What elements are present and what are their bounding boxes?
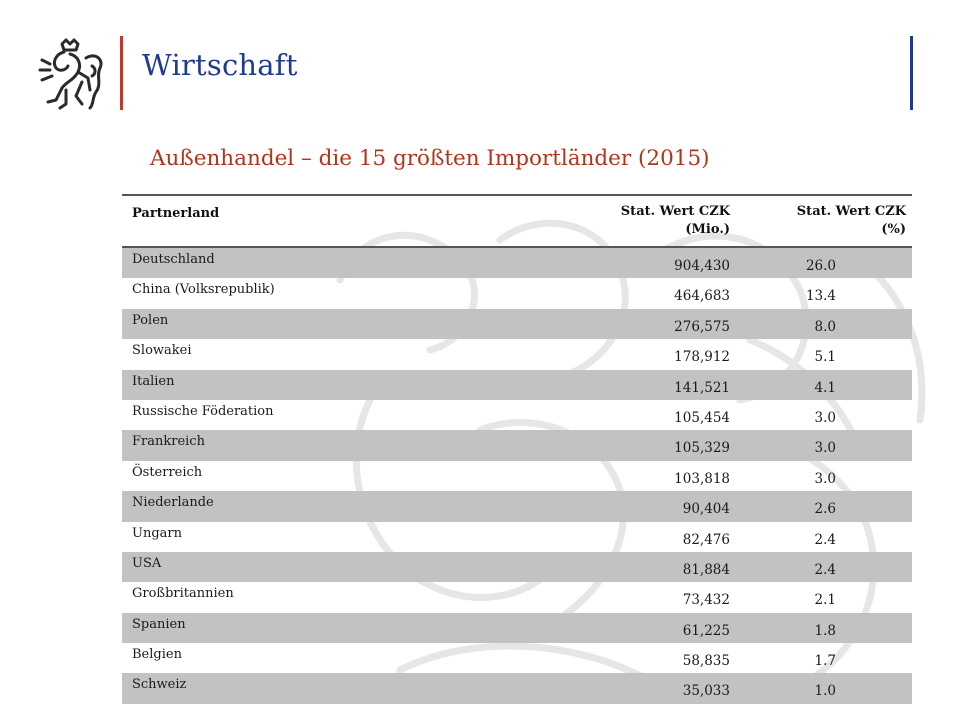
share-cell: 1.8 <box>814 622 836 639</box>
partner-cell: Russische Föderation <box>132 403 274 419</box>
table-row: Spanien 61,225 1.8 <box>122 612 912 644</box>
table-row: Großbritannien 73,432 2.1 <box>122 582 912 612</box>
value-cell: 105,454 <box>674 409 730 426</box>
table-row: China (Volksrepublik) 464,683 13.4 <box>122 278 912 308</box>
share-cell: 3.0 <box>814 470 836 487</box>
value-cell: 141,521 <box>674 379 730 396</box>
share-cell: 2.4 <box>814 531 836 548</box>
value-cell: 35,033 <box>682 683 730 700</box>
value-cell: 103,818 <box>674 470 730 487</box>
partner-cell: Italien <box>132 373 175 389</box>
table-row: Slowakei 178,912 5.1 <box>122 339 912 369</box>
partner-cell: Ungarn <box>132 525 182 541</box>
value-cell: 90,404 <box>682 501 730 518</box>
header-partner: Partnerland <box>132 206 220 221</box>
share-cell: 8.0 <box>814 318 836 335</box>
table-row: Frankreich 105,329 3.0 <box>122 430 912 461</box>
share-cell: 3.0 <box>814 440 836 457</box>
share-cell: 5.1 <box>814 349 836 366</box>
value-cell: 58,835 <box>682 653 730 670</box>
value-cell: 105,329 <box>674 440 730 457</box>
partner-cell: China (Volksrepublik) <box>132 282 275 298</box>
red-accent-bar <box>120 36 123 110</box>
share-cell: 4.1 <box>814 379 836 396</box>
partner-cell: Großbritannien <box>132 586 234 602</box>
partner-cell: Slowakei <box>132 343 192 359</box>
table-row: Ungarn 82,476 2.4 <box>122 522 912 552</box>
table-header: Partnerland Stat. Wert CZK (Mio.) Stat. … <box>122 196 912 246</box>
table-row: Russische Föderation 105,454 3.0 <box>122 400 912 430</box>
table-top-rule <box>122 194 912 196</box>
section-title: Wirtschaft <box>142 48 298 82</box>
value-cell: 82,476 <box>682 531 730 548</box>
value-cell: 904,430 <box>674 258 730 274</box>
share-cell: 3.0 <box>814 409 836 426</box>
header-value-czk-line2: (Mio.) <box>685 222 730 237</box>
value-cell: 178,912 <box>674 349 730 366</box>
table-row: Schweiz 35,033 1.0 <box>122 673 912 704</box>
share-cell: 2.4 <box>814 561 836 578</box>
table-row: USA 81,884 2.4 <box>122 551 912 583</box>
table-header-rule <box>122 246 912 248</box>
value-cell: 61,225 <box>682 622 730 639</box>
share-cell: 2.6 <box>814 501 836 518</box>
table-body: Deutschland 904,430 26.0 China (Volksrepubl… <box>122 248 912 704</box>
slide-subtitle: Außenhandel – die 15 größten Importlände… <box>150 146 710 171</box>
import-table: Partnerland Stat. Wert CZK (Mio.) Stat. … <box>122 194 912 704</box>
share-cell: 1.0 <box>814 683 836 700</box>
table-row: Belgien 58,835 1.7 <box>122 643 912 673</box>
partner-cell: Deutschland <box>132 252 215 267</box>
header-share-line2: (%) <box>881 222 906 237</box>
partner-cell: Niederlande <box>132 495 214 511</box>
partner-cell: Polen <box>132 312 169 328</box>
partner-cell: Belgien <box>132 647 182 663</box>
header-share-line1: Stat. Wert CZK <box>796 204 906 219</box>
partner-cell: Spanien <box>132 616 186 632</box>
table-row: Österreich 103,818 3.0 <box>122 461 912 491</box>
bohemian-lion-icon <box>38 38 103 110</box>
share-cell: 1.7 <box>814 653 836 670</box>
partner-cell: Frankreich <box>132 434 205 450</box>
share-cell: 26.0 <box>805 258 836 274</box>
header-value-czk-line1: Stat. Wert CZK <box>620 204 730 219</box>
header-share: Stat. Wert CZK (%) <box>730 196 912 246</box>
value-cell: 276,575 <box>674 318 730 335</box>
blue-accent-bar <box>910 36 913 110</box>
table-row: Italien 141,521 4.1 <box>122 369 912 400</box>
partner-cell: Österreich <box>132 464 203 480</box>
table-row: Deutschland 904,430 26.0 <box>122 248 912 279</box>
share-cell: 2.1 <box>814 592 836 609</box>
value-cell: 81,884 <box>682 561 730 578</box>
value-cell: 73,432 <box>682 592 730 609</box>
table-row: Niederlande 90,404 2.6 <box>122 491 912 522</box>
partner-cell: USA <box>132 555 162 571</box>
table-row: Polen 276,575 8.0 <box>122 308 912 340</box>
value-cell: 464,683 <box>674 288 730 305</box>
partner-cell: Schweiz <box>132 677 187 693</box>
header-value-czk: Stat. Wert CZK (Mio.) <box>552 196 730 246</box>
share-cell: 13.4 <box>805 288 836 305</box>
